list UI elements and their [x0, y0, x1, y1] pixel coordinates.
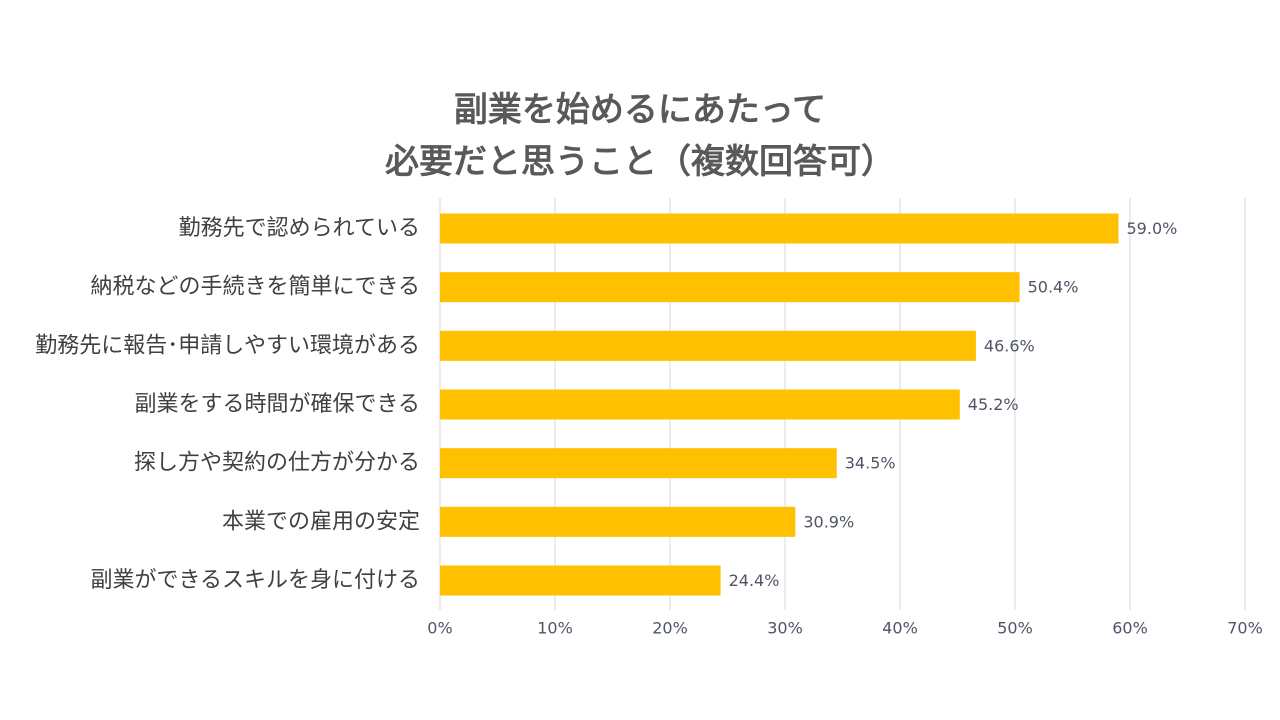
- data-label: 30.9%: [803, 512, 854, 531]
- data-label: 46.6%: [984, 336, 1035, 355]
- bar-7: [440, 565, 721, 596]
- category-label: 勤務先に報告･申請しやすい環境がある: [35, 333, 420, 358]
- x-tick-label: 0%: [427, 619, 452, 638]
- bar-4: [440, 389, 960, 420]
- data-label: 50.4%: [1028, 278, 1079, 297]
- x-tick-label: 50%: [997, 619, 1033, 638]
- x-tick-label: 20%: [652, 619, 688, 638]
- x-tick-label: 70%: [1227, 619, 1263, 638]
- bars: [440, 213, 1119, 596]
- category-labels: 勤務先で認められている納税などの手続きを簡単にできる勤務先に報告･申請しやすい環…: [35, 216, 420, 593]
- x-tick-label: 60%: [1112, 619, 1148, 638]
- category-label: 探し方や契約の仕方が分かる: [134, 451, 420, 476]
- category-label: 副業をする時間が確保できる: [134, 392, 420, 417]
- category-label: 副業ができるスキルを身に付ける: [90, 568, 420, 593]
- data-label: 24.4%: [729, 571, 780, 590]
- bar-6: [440, 506, 796, 537]
- x-tick-label: 30%: [767, 619, 803, 638]
- x-axis-tick-labels: 0% 10% 20% 30% 40% 50% 60% 70%: [427, 619, 1262, 638]
- category-label: 本業での雇用の安定: [222, 509, 420, 534]
- chart-title-line-1: 副業を始めるにあたって: [454, 90, 826, 130]
- data-labels: 59.0% 50.4% 46.6% 45.2% 34.5% 30.9% 24.4%: [729, 219, 1178, 590]
- category-label: 納税などの手続きを簡単にできる: [90, 275, 420, 300]
- data-label: 59.0%: [1127, 219, 1178, 238]
- x-tick-label: 40%: [882, 619, 918, 638]
- category-label: 勤務先で認められている: [179, 216, 420, 241]
- bar-3: [440, 330, 976, 361]
- data-label: 45.2%: [968, 395, 1019, 414]
- chart-title-line-2: 必要だと思うこと（複数回答可）: [385, 142, 895, 182]
- bar-1: [440, 213, 1119, 244]
- x-tick-label: 10%: [537, 619, 573, 638]
- data-label: 34.5%: [845, 454, 896, 473]
- bar-2: [440, 272, 1020, 303]
- bar-5: [440, 448, 837, 479]
